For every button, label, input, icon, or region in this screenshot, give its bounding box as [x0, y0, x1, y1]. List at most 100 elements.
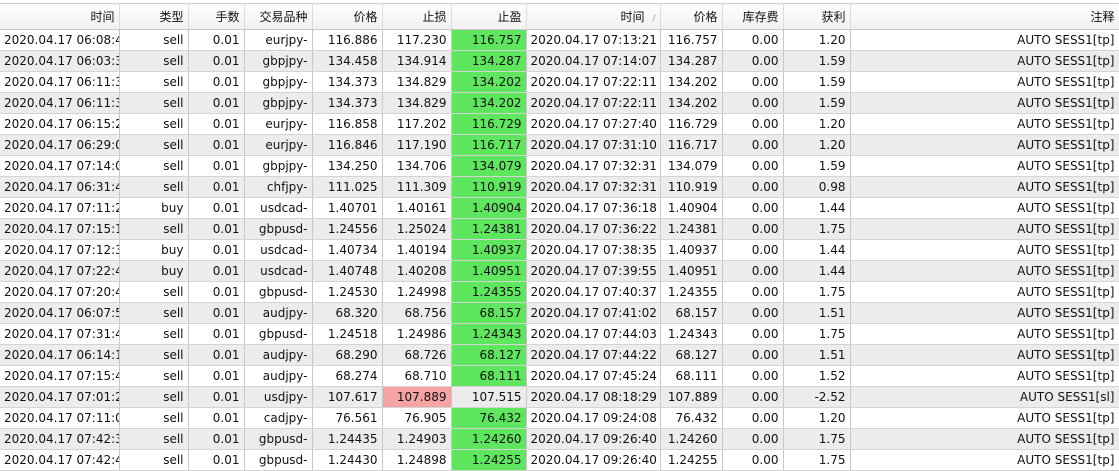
cell-close-price: 1.24343 — [660, 323, 723, 345]
table-row[interactable]: 2020.04.17 06:11:37 sell 0.01 gbpjpy- 134.37… — [0, 92, 1119, 114]
cell-profit: 1.75 — [783, 449, 851, 471]
column-header-profit[interactable]: 获利 — [783, 3, 851, 30]
table-row[interactable]: 2020.04.17 06:08:49 sell 0.01 eurjpy- 116.88… — [0, 29, 1119, 51]
table-row[interactable]: 2020.04.17 06:14:16 sell 0.01 audjpy- 68.290… — [0, 344, 1119, 366]
table-row[interactable]: 2020.04.17 07:01:20 sell 0.01 usdjpy- 107.61… — [0, 386, 1119, 408]
column-header-open-time[interactable]: 时间 — [0, 3, 120, 30]
column-header-label: 手数 — [215, 10, 240, 24]
cell-type: buy — [119, 260, 189, 282]
cell-type: sell — [119, 407, 189, 429]
cell-close-time: 2020.04.17 07:40:37 — [526, 281, 661, 303]
column-header-type[interactable]: 类型 — [119, 3, 189, 30]
column-header-stop-loss[interactable]: 止损 — [382, 3, 452, 30]
table-row[interactable]: 2020.04.17 07:14:08 sell 0.01 gbpjpy- 134.25… — [0, 155, 1119, 177]
cell-open-price: 116.858 — [312, 113, 383, 135]
cell-stop-loss: 134.829 — [382, 92, 452, 114]
cell-close-price: 1.24260 — [660, 428, 723, 450]
table-row[interactable]: 2020.04.17 06:07:54 sell 0.01 audjpy- 68.320… — [0, 302, 1119, 324]
cell-profit: 1.75 — [783, 218, 851, 240]
cell-close-time: 2020.04.17 07:39:55 — [526, 260, 661, 282]
cell-stop-loss: 68.756 — [382, 302, 452, 324]
cell-lots: 0.01 — [188, 176, 245, 198]
table-row[interactable]: 2020.04.17 07:42:44 sell 0.01 gbpusd- 1.2443… — [0, 449, 1119, 471]
table-row[interactable]: 2020.04.17 07:12:33 buy 0.01 usdcad- 1.40734… — [0, 239, 1119, 261]
cell-take-profit: 1.40937 — [451, 239, 527, 261]
cell-open-price: 68.274 — [312, 365, 383, 387]
cell-take-profit: 116.717 — [451, 134, 527, 156]
cell-stop-loss: 68.710 — [382, 365, 452, 387]
table-row[interactable]: 2020.04.17 07:11:05 sell 0.01 cadjpy- 76.561… — [0, 407, 1119, 429]
table-body: 2020.04.17 06:08:49 sell 0.01 eurjpy- 116.88… — [0, 29, 1119, 471]
table-row[interactable]: 2020.04.17 07:20:41 sell 0.01 gbpusd- 1.2453… — [0, 281, 1119, 303]
column-header-comment[interactable]: 注释 — [850, 3, 1119, 30]
cell-close-price: 134.079 — [660, 155, 723, 177]
cell-close-time: 2020.04.17 07:32:31 — [526, 176, 661, 198]
cell-comment: AUTO SESS1[tp] — [850, 155, 1119, 177]
cell-close-time: 2020.04.17 07:45:24 — [526, 365, 661, 387]
cell-type: sell — [119, 218, 189, 240]
cell-type: sell — [119, 386, 189, 408]
column-header-close-time[interactable]: 时间 / — [526, 3, 661, 30]
table-row[interactable]: 2020.04.17 07:22:45 buy 0.01 usdcad- 1.40748… — [0, 260, 1119, 282]
cell-type: sell — [119, 113, 189, 135]
cell-open-price: 1.24530 — [312, 281, 383, 303]
table-row[interactable]: 2020.04.17 06:29:08 sell 0.01 eurjpy- 116.84… — [0, 134, 1119, 156]
cell-comment: AUTO SESS1[tp] — [850, 260, 1119, 282]
cell-profit: 1.51 — [783, 344, 851, 366]
cell-take-profit: 1.40951 — [451, 260, 527, 282]
cell-close-time: 2020.04.17 07:22:11 — [526, 92, 661, 114]
cell-take-profit: 1.24355 — [451, 281, 527, 303]
cell-close-price: 134.202 — [660, 71, 723, 93]
cell-comment: AUTO SESS1[sl] — [850, 386, 1119, 408]
table-row[interactable]: 2020.04.17 07:15:14 sell 0.01 gbpusd- 1.2455… — [0, 218, 1119, 240]
cell-stop-loss: 134.829 — [382, 71, 452, 93]
cell-symbol: gbpjpy- — [244, 155, 313, 177]
cell-symbol: usdcad- — [244, 239, 313, 261]
cell-stop-loss: 117.202 — [382, 113, 452, 135]
table-row[interactable]: 2020.04.17 07:31:49 sell 0.01 gbpusd- 1.2451… — [0, 323, 1119, 345]
table-row[interactable]: 2020.04.17 06:15:24 sell 0.01 eurjpy- 116.85… — [0, 113, 1119, 135]
column-header-open-price[interactable]: 价格 — [312, 3, 383, 30]
cell-type: sell — [119, 29, 189, 51]
column-header-lots[interactable]: 手数 — [188, 3, 245, 30]
table-row[interactable]: 2020.04.17 07:11:21 buy 0.01 usdcad- 1.40701… — [0, 197, 1119, 219]
column-header-close-price[interactable]: 价格 — [660, 3, 723, 30]
cell-close-time: 2020.04.17 07:38:35 — [526, 239, 661, 261]
cell-swap: 0.00 — [722, 197, 784, 219]
cell-close-price: 116.757 — [660, 29, 723, 51]
cell-profit: 1.59 — [783, 71, 851, 93]
cell-type: sell — [119, 344, 189, 366]
cell-swap: 0.00 — [722, 386, 784, 408]
cell-close-time: 2020.04.17 07:41:02 — [526, 302, 661, 324]
cell-profit: 1.44 — [783, 260, 851, 282]
table-row[interactable]: 2020.04.17 06:31:47 sell 0.01 chfjpy- 111.02… — [0, 176, 1119, 198]
table-row[interactable]: 2020.04.17 06:03:38 sell 0.01 gbpjpy- 134.45… — [0, 50, 1119, 72]
table-row[interactable]: 2020.04.17 07:42:37 sell 0.01 gbpusd- 1.2443… — [0, 428, 1119, 450]
cell-comment: AUTO SESS1[tp] — [850, 281, 1119, 303]
cell-stop-loss: 1.24903 — [382, 428, 452, 450]
cell-swap: 0.00 — [722, 260, 784, 282]
cell-take-profit: 1.40904 — [451, 197, 527, 219]
cell-type: sell — [119, 134, 189, 156]
column-header-take-profit[interactable]: 止盈 — [451, 3, 527, 30]
table-row[interactable]: 2020.04.17 06:11:30 sell 0.01 gbpjpy- 134.37… — [0, 71, 1119, 93]
cell-close-price: 134.202 — [660, 92, 723, 114]
cell-type: sell — [119, 92, 189, 114]
cell-close-price: 134.287 — [660, 50, 723, 72]
cell-open-time: 2020.04.17 06:03:38 — [0, 50, 120, 72]
cell-open-time: 2020.04.17 06:11:30 — [0, 71, 120, 93]
cell-open-price: 1.24435 — [312, 428, 383, 450]
column-header-label: 库存费 — [742, 10, 779, 24]
cell-close-price: 1.24255 — [660, 449, 723, 471]
table-row[interactable]: 2020.04.17 07:15:41 sell 0.01 audjpy- 68.274… — [0, 365, 1119, 387]
column-header-symbol[interactable]: 交易品种 — [244, 3, 313, 30]
cell-comment: AUTO SESS1[tp] — [850, 92, 1119, 114]
cell-take-profit: 68.111 — [451, 365, 527, 387]
column-header-label: 类型 — [159, 10, 184, 24]
column-header-label: 注释 — [1090, 10, 1115, 24]
cell-lots: 0.01 — [188, 134, 245, 156]
cell-type: sell — [119, 449, 189, 471]
column-header-swap[interactable]: 库存费 — [722, 3, 784, 30]
cell-type: sell — [119, 365, 189, 387]
cell-open-price: 1.40701 — [312, 197, 383, 219]
